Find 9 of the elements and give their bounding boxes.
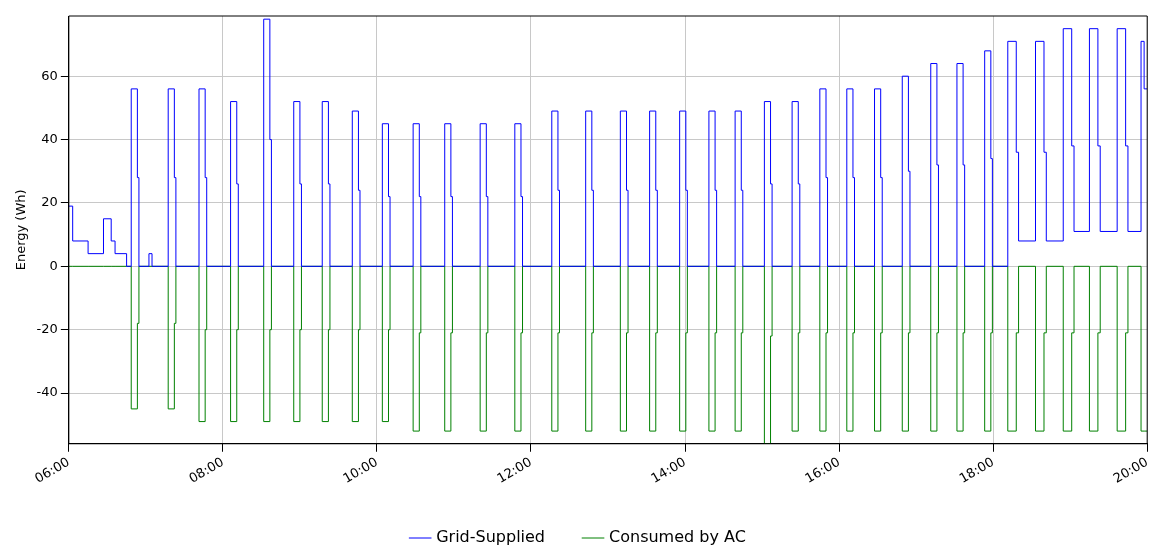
y-axis-title: Energy (Wh) [13, 189, 29, 271]
y-tick-label: 0 [49, 257, 58, 273]
y-tick-label: -20 [36, 321, 58, 337]
y-tick-label: 40 [41, 130, 58, 146]
legend-label: Consumed by AC [609, 527, 746, 547]
y-tick-label: 60 [41, 67, 58, 83]
legend-label: Grid-Supplied [436, 527, 546, 547]
y-tick-label: -40 [36, 384, 58, 400]
y-tick-label: 20 [41, 194, 58, 210]
